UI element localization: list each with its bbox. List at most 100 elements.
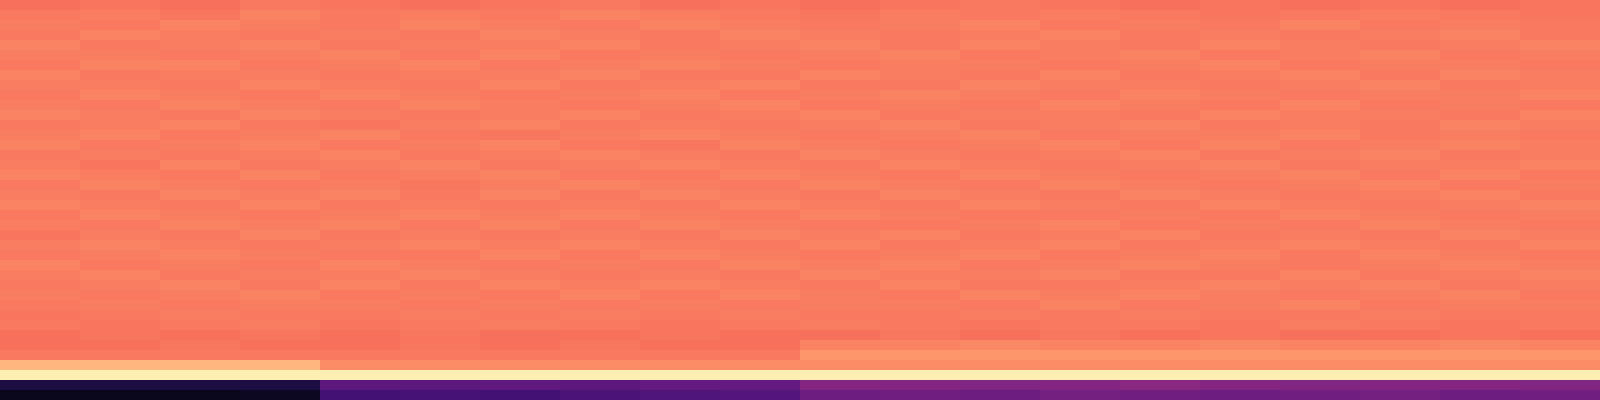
heat-cell xyxy=(80,310,161,321)
heat-cell xyxy=(1120,320,1201,331)
heat-cell xyxy=(240,170,321,181)
heat-cell xyxy=(1280,350,1361,361)
heat-cell xyxy=(400,120,481,131)
heat-cell xyxy=(1520,110,1600,121)
heat-cell xyxy=(1280,60,1361,71)
heat-cell xyxy=(560,300,641,311)
heat-cell xyxy=(720,290,801,301)
heat-cell xyxy=(640,130,721,141)
heat-cell xyxy=(800,50,881,61)
heat-cell xyxy=(1440,160,1521,171)
heat-cell xyxy=(1040,360,1121,371)
heat-cell xyxy=(1120,150,1201,161)
heat-cell xyxy=(800,350,881,361)
heat-cell xyxy=(1280,90,1361,101)
heat-cell xyxy=(1040,10,1121,21)
heat-cell xyxy=(0,0,81,11)
heat-cell xyxy=(1360,80,1441,91)
heat-cell xyxy=(1520,210,1600,221)
heat-cell xyxy=(1280,370,1361,381)
heat-cell xyxy=(400,310,481,321)
heat-cell xyxy=(160,50,241,61)
heat-cell xyxy=(640,50,721,61)
heat-cell xyxy=(1040,240,1121,251)
heat-cell xyxy=(1440,380,1521,391)
heat-cell xyxy=(1040,170,1121,181)
heat-cell xyxy=(960,230,1041,241)
heat-cell xyxy=(1520,360,1600,371)
heat-cell xyxy=(1440,190,1521,201)
heat-cell xyxy=(880,30,961,41)
heat-cell xyxy=(1360,50,1441,61)
heat-cell xyxy=(400,360,481,371)
heat-cell xyxy=(1200,180,1281,191)
heat-cell xyxy=(720,150,801,161)
heat-cell xyxy=(880,380,961,391)
heat-cell xyxy=(1520,40,1600,51)
heat-cell xyxy=(640,350,721,361)
heat-cell xyxy=(800,30,881,41)
heat-cell xyxy=(720,200,801,211)
heat-cell xyxy=(800,370,881,381)
heat-cell xyxy=(1040,340,1121,351)
heat-cell xyxy=(880,280,961,291)
heat-cell xyxy=(1520,140,1600,151)
heat-cell xyxy=(560,330,641,341)
heat-cell xyxy=(1200,280,1281,291)
heat-cell xyxy=(160,370,241,381)
heat-cell xyxy=(1360,90,1441,101)
heat-cell xyxy=(720,80,801,91)
heat-cell xyxy=(720,110,801,121)
heat-cell xyxy=(720,170,801,181)
heat-cell xyxy=(400,70,481,81)
heat-cell xyxy=(560,180,641,191)
heat-cell xyxy=(1440,10,1521,21)
heat-cell xyxy=(640,150,721,161)
heat-cell xyxy=(160,250,241,261)
heat-cell xyxy=(640,240,721,251)
heat-cell xyxy=(560,60,641,71)
heat-cell xyxy=(560,100,641,111)
heat-cell xyxy=(0,280,81,291)
heat-cell xyxy=(480,30,561,41)
heat-cell xyxy=(1120,90,1201,101)
heat-cell xyxy=(1280,290,1361,301)
heat-cell xyxy=(1200,150,1281,161)
heat-cell xyxy=(560,390,641,400)
heat-cell xyxy=(560,80,641,91)
heat-cell xyxy=(1360,20,1441,31)
heat-cell xyxy=(1040,300,1121,311)
heat-cell xyxy=(1520,80,1600,91)
heat-cell xyxy=(320,240,401,251)
heat-cell xyxy=(1040,370,1121,381)
heat-cell xyxy=(480,50,561,61)
heat-cell xyxy=(1200,260,1281,271)
heat-cell xyxy=(960,350,1041,361)
heat-cell xyxy=(160,290,241,301)
heat-cell xyxy=(320,330,401,341)
heat-cell xyxy=(560,40,641,51)
heat-cell xyxy=(1360,320,1441,331)
heat-cell xyxy=(1360,140,1441,151)
heat-cell xyxy=(160,390,241,400)
heat-cell xyxy=(800,180,881,191)
heat-cell xyxy=(640,180,721,191)
heat-cell xyxy=(80,200,161,211)
heat-cell xyxy=(320,200,401,211)
heat-cell xyxy=(400,320,481,331)
heat-cell xyxy=(960,90,1041,101)
heat-cell xyxy=(880,220,961,231)
heat-cell xyxy=(1440,290,1521,301)
heat-cell xyxy=(160,180,241,191)
heat-cell xyxy=(960,240,1041,251)
heat-cell xyxy=(1280,310,1361,321)
heat-cell xyxy=(960,160,1041,171)
heat-cell xyxy=(880,80,961,91)
heat-cell xyxy=(320,230,401,241)
heat-cell xyxy=(800,260,881,271)
heat-cell xyxy=(320,320,401,331)
heat-cell xyxy=(320,60,401,71)
heat-cell xyxy=(480,320,561,331)
heat-cell xyxy=(560,290,641,301)
heat-cell xyxy=(560,120,641,131)
